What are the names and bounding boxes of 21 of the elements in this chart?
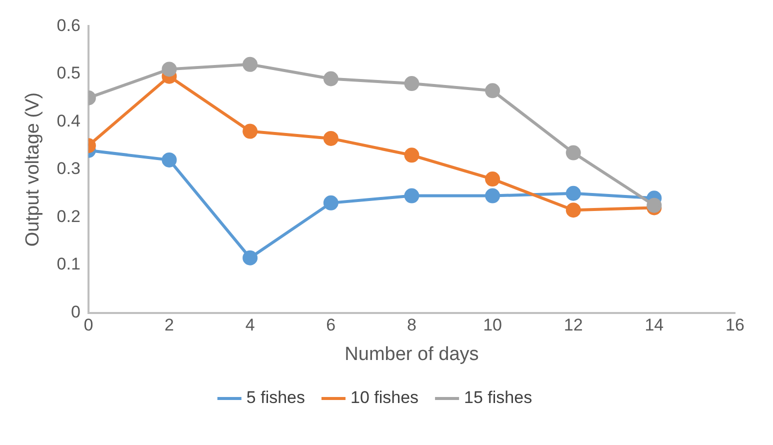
y-tick-label: 0.5 [56, 64, 80, 83]
y-tick-label: 0.3 [56, 159, 80, 178]
x-tick-label: 0 [84, 316, 94, 335]
x-tick-label: 14 [644, 316, 664, 335]
y-axis-title: Output voltage (V) [22, 92, 44, 247]
y-tick-label: 0.2 [56, 206, 80, 226]
legend-label: 15 fishes [464, 388, 532, 408]
x-tick-label: 2 [164, 316, 174, 335]
x-tick-label: 12 [564, 316, 583, 335]
legend-label: 5 fishes [246, 388, 306, 408]
y-tick-label: 0 [70, 302, 80, 322]
y-tick-label: 0.6 [56, 16, 80, 35]
x-axis-title: Number of days [344, 344, 479, 365]
x-tick-label: 16 [726, 316, 744, 335]
y-tick-label: 0.1 [56, 254, 80, 274]
x-tick-label: 4 [245, 316, 255, 335]
x-tick-label: 10 [483, 316, 502, 335]
legend-label: 10 fishes [350, 388, 419, 408]
x-tick-label: 6 [326, 316, 336, 335]
y-tick-label: 0.4 [56, 111, 80, 130]
x-tick-label: 8 [406, 316, 416, 335]
